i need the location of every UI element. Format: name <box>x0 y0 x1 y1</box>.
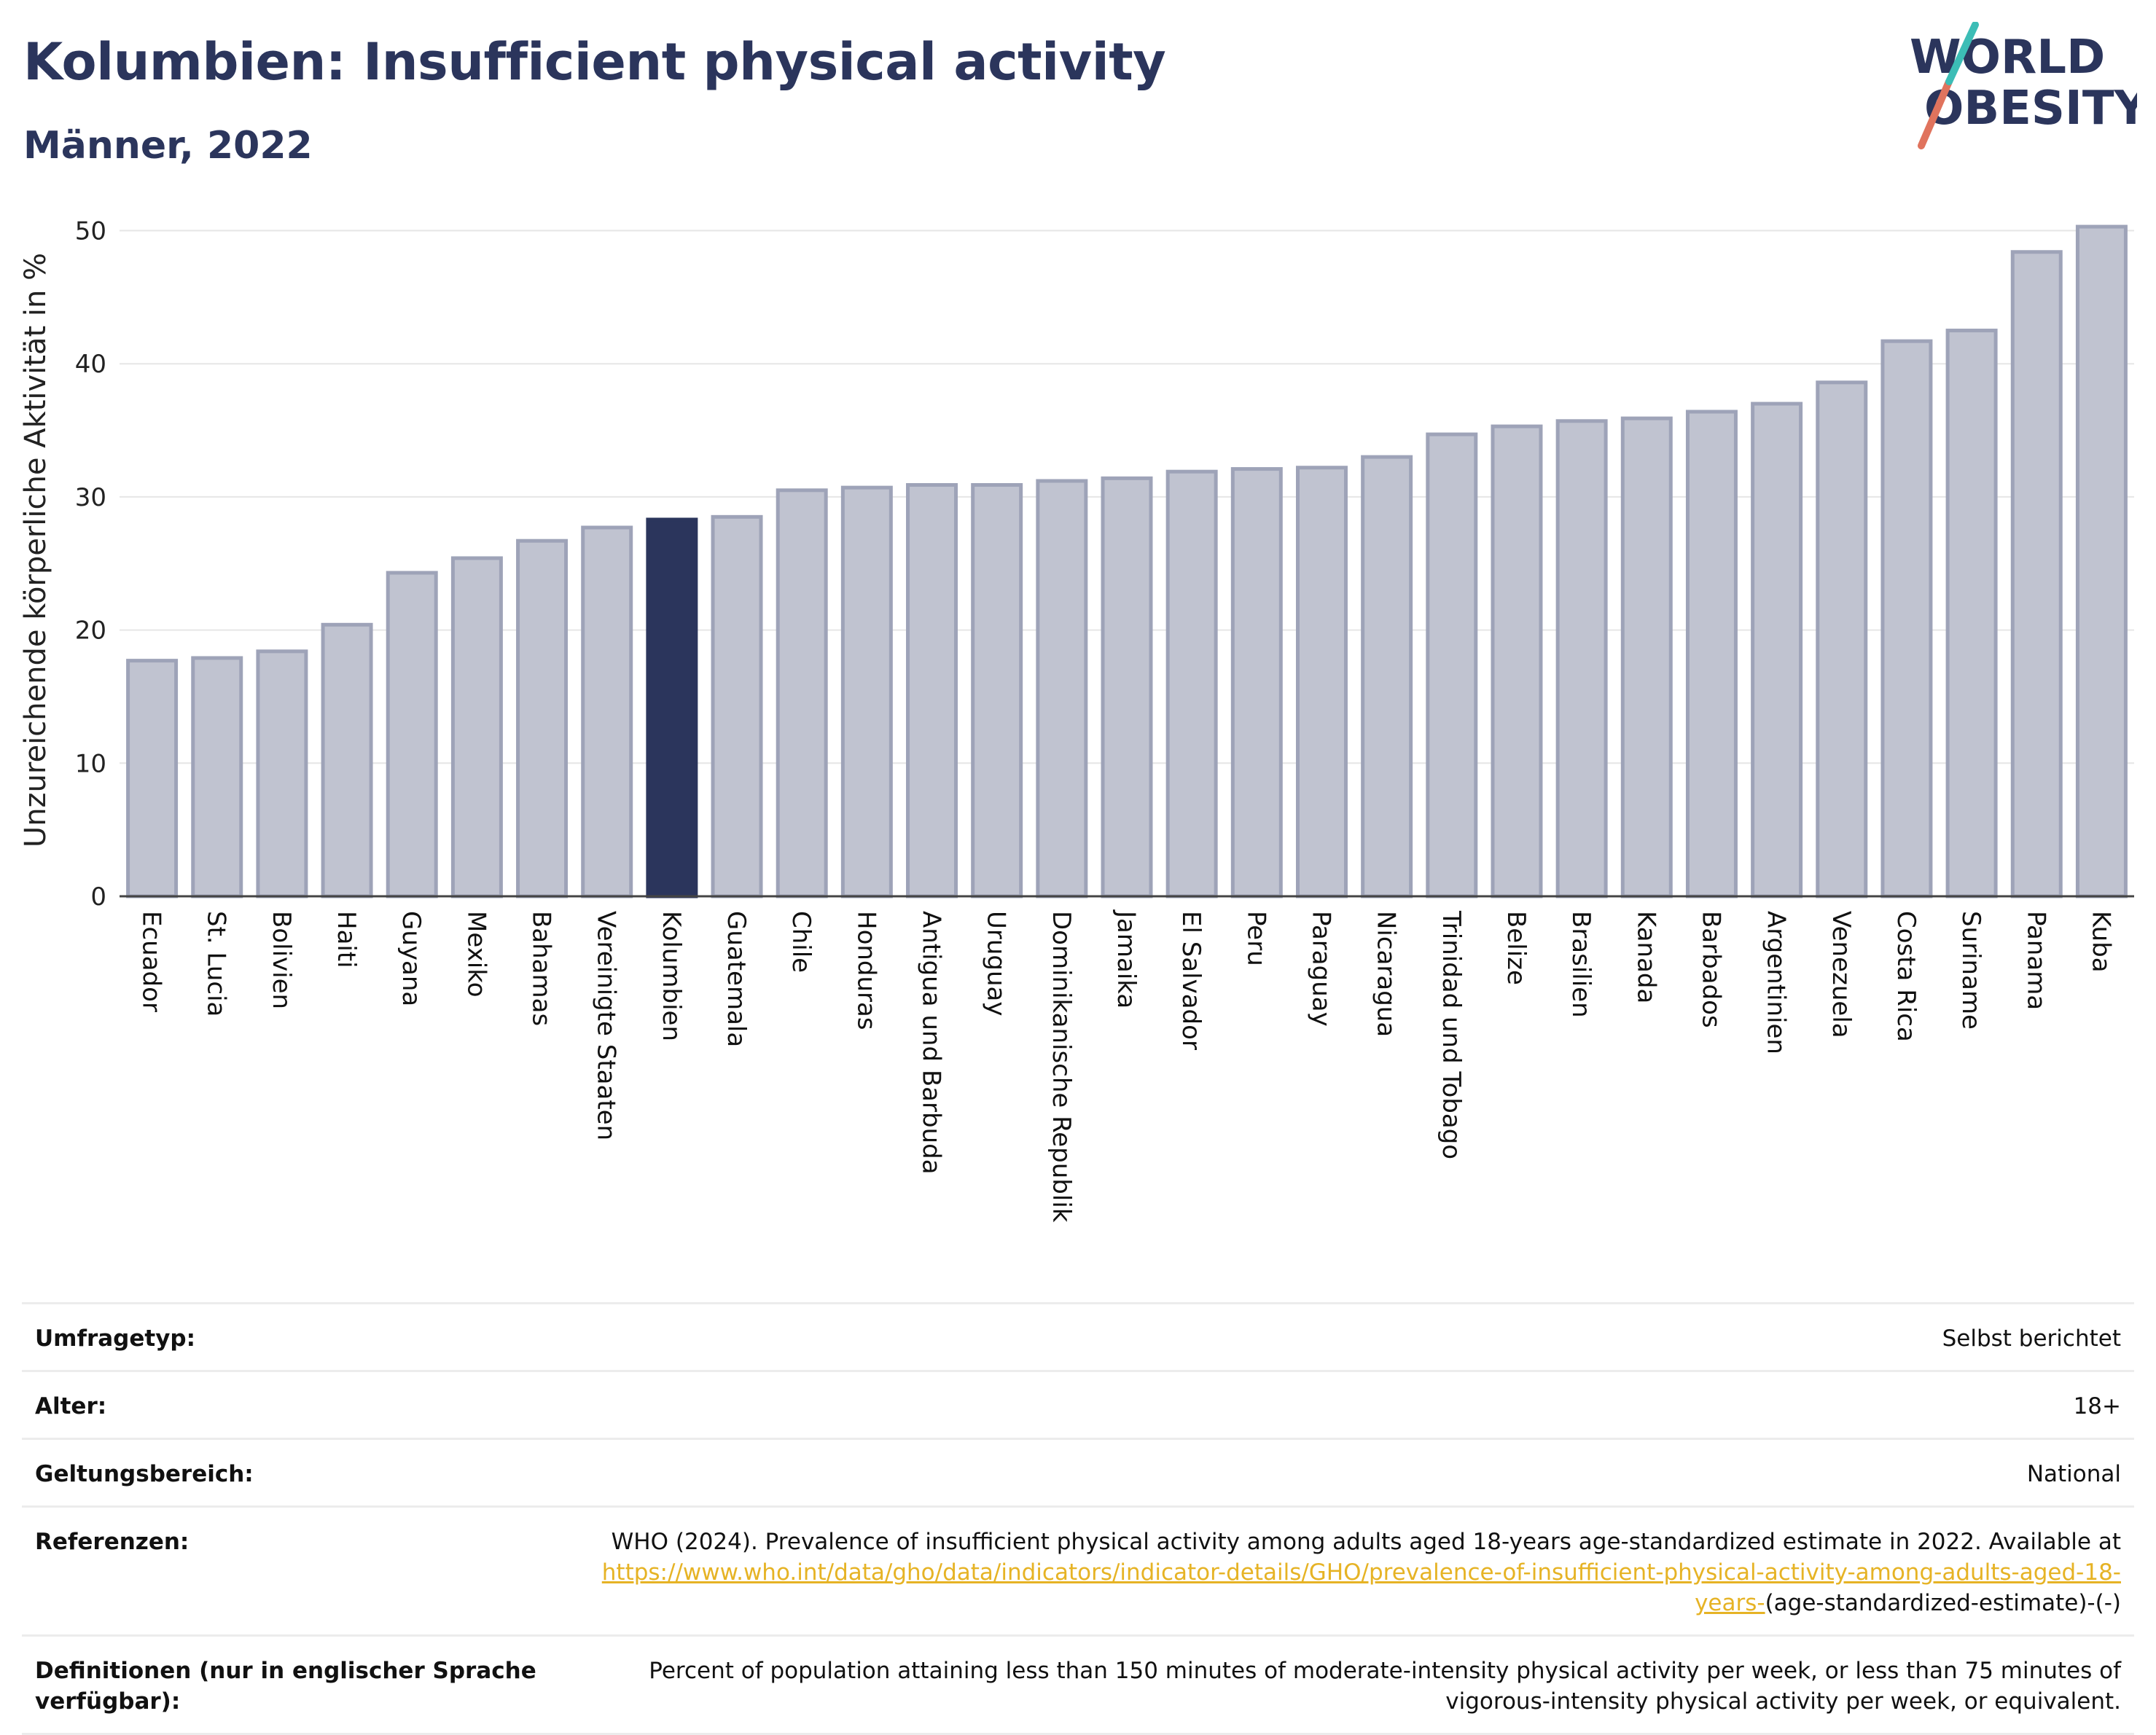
bar-suriname <box>1945 329 1998 898</box>
bar-bolivien <box>256 649 308 898</box>
y-tick-label-40: 40 <box>75 350 106 379</box>
x-tick-label-bahamas: Bahamas <box>527 911 556 1026</box>
y-tick-label-20: 20 <box>75 616 106 646</box>
y-tick-label-30: 30 <box>75 483 106 512</box>
x-tick-label-argentinien: Argentinien <box>1762 911 1791 1054</box>
x-tick-label-suriname: Suriname <box>1956 911 1985 1030</box>
x-tick-label-bolivien: Bolivien <box>267 911 296 1009</box>
bar-belize <box>1491 424 1543 898</box>
bar-ecuador <box>126 659 179 898</box>
bar-chile <box>776 488 828 898</box>
x-tick-label-paraguay: Paraguay <box>1306 911 1335 1027</box>
logo-text-obesity: OBESITY <box>1924 82 2137 136</box>
bar-dominikanische-republik <box>1036 479 1088 898</box>
x-tick-label-mexiko: Mexiko <box>461 911 491 998</box>
references-suffix: (age-standardized-estimate)-(-) <box>1765 1590 2121 1616</box>
bar-honduras <box>840 485 893 898</box>
x-tick-label-guyana: Guyana <box>397 911 426 1006</box>
y-tick-label-10: 10 <box>75 749 106 778</box>
x-tick-label-dominikanische-republik: Dominikanische Republik <box>1047 911 1076 1223</box>
bar-kuba <box>2075 224 2128 898</box>
bar-venezuela <box>1816 380 1868 898</box>
x-tick-label-trinidad-und-tobago: Trinidad und Tobago <box>1437 910 1466 1159</box>
references-label: Referenzen: <box>35 1529 190 1555</box>
y-tick-label-0: 0 <box>90 882 106 912</box>
bar-barbados <box>1685 410 1738 898</box>
bar-kanada <box>1620 416 1673 898</box>
x-tick-label-belize: Belize <box>1501 911 1531 985</box>
bar-chart: 0 10 20 30 40 50 Ecuador St. Lucia Bolivien Hait… <box>19 217 2134 1223</box>
x-tick-label-ecuador: Ecuador <box>137 911 166 1012</box>
x-tick-label-venezuela: Venezuela <box>1827 911 1856 1038</box>
page-subtitle: Männer, 2022 <box>23 124 313 168</box>
page-title: Kolumbien: Insufficient physical activit… <box>23 32 1166 92</box>
definitions-label: Definitionen (nur in englischer Sprache … <box>35 1658 536 1715</box>
bar-guatemala <box>711 514 763 898</box>
bar-panama <box>2010 250 2063 898</box>
bar-el-salvador <box>1165 469 1218 898</box>
x-tick-label-costa-rica: Costa Rica <box>1891 911 1921 1042</box>
x-tick-label-barbados: Barbados <box>1696 911 1725 1028</box>
meta-row-age: Alter: 18+ <box>22 1372 2134 1440</box>
metadata-table: Umfragetyp: Selbst berichtet Alter: 18+ … <box>22 1302 2134 1735</box>
bar-nicaragua <box>1361 455 1413 898</box>
x-tick-label-peru: Peru <box>1241 911 1270 966</box>
survey-type-value: Selbst berichtet <box>1942 1325 2121 1352</box>
x-tick-label-vereinigte-staaten: Vereinigte Staaten <box>592 911 621 1140</box>
x-tick-label-kolumbien: Kolumbien <box>657 911 686 1041</box>
logo-text-world: WORLD <box>1910 31 2105 85</box>
y-axis-title: Unzureichende körperliche Aktivität in % <box>19 253 52 847</box>
x-tick-label-honduras: Honduras <box>851 911 880 1030</box>
bar-haiti <box>321 622 373 898</box>
bar-peru <box>1230 467 1283 898</box>
bars <box>126 224 2128 898</box>
bar-guyana <box>386 571 438 898</box>
survey-type-label: Umfragetyp: <box>35 1325 195 1352</box>
bar-antigua-und-barbuda <box>906 482 958 898</box>
bar-kolumbien <box>646 517 698 898</box>
x-tick-label-antigua-und-barbuda: Antigua und Barbuda <box>917 911 946 1175</box>
bar-costa-rica <box>1880 339 1933 898</box>
x-tick-label-guatemala: Guatemala <box>722 911 751 1047</box>
references-text: WHO (2024). Prevalence of insufficient p… <box>611 1529 2121 1555</box>
x-tick-label-nicaragua: Nicaragua <box>1372 911 1401 1037</box>
bar-st-lucia <box>191 656 243 898</box>
x-tick-label-kanada: Kanada <box>1631 911 1660 1003</box>
bar-paraguay <box>1295 466 1348 898</box>
age-value: 18+ <box>2073 1393 2121 1419</box>
x-tick-label-chile: Chile <box>786 911 816 973</box>
meta-row-survey: Umfragetyp: Selbst berichtet <box>22 1304 2134 1372</box>
age-label: Alter: <box>35 1393 107 1419</box>
scope-label: Geltungsbereich: <box>35 1461 254 1487</box>
x-tick-labels: Ecuador St. Lucia Bolivien Haiti Guyana Mexik… <box>137 909 2116 1223</box>
x-tick-label-uruguay: Uruguay <box>982 911 1011 1017</box>
meta-row-references: Referenzen: WHO (2024). Prevalence of in… <box>22 1508 2134 1637</box>
bar-argentinien <box>1751 402 1803 898</box>
logo-slash-teal <box>1945 22 1979 85</box>
meta-row-definitions: Definitionen (nur in englischer Sprache … <box>22 1637 2134 1735</box>
x-tick-label-st-lucia: St. Lucia <box>202 911 231 1017</box>
x-tick-label-brasilien: Brasilien <box>1566 911 1595 1018</box>
bar-mexiko <box>450 556 503 898</box>
world-obesity-logo: WORLD OBESITY <box>1910 22 2137 149</box>
meta-row-scope: Geltungsbereich: National <box>22 1440 2134 1508</box>
references-link[interactable]: https://www.who.int/data/gho/data/indica… <box>601 1559 2121 1616</box>
x-tick-label-haiti: Haiti <box>332 911 361 968</box>
bar-brasilien <box>1555 419 1608 898</box>
x-tick-label-panama: Panama <box>2021 911 2050 1010</box>
bar-uruguay <box>971 482 1023 898</box>
logo-slash-red <box>1918 78 1953 149</box>
x-tick-label-el-salvador: El Salvador <box>1176 911 1206 1050</box>
x-tick-label-jamaika: Jamaika <box>1112 909 1141 1009</box>
bar-trinidad-und-tobago <box>1426 432 1478 898</box>
y-tick-labels: 0 10 20 30 40 50 <box>75 217 106 912</box>
bar-bahamas <box>516 538 569 898</box>
definitions-value: Percent of population attaining less tha… <box>649 1658 2121 1715</box>
bar-jamaika <box>1101 476 1153 898</box>
scope-value: National <box>2026 1461 2121 1487</box>
x-tick-label-kuba: Kuba <box>2086 911 2115 973</box>
bar-vereinigte-staaten <box>581 525 633 898</box>
references-value: WHO (2024). Prevalence of insufficient p… <box>560 1527 2121 1618</box>
y-tick-label-50: 50 <box>75 217 106 246</box>
